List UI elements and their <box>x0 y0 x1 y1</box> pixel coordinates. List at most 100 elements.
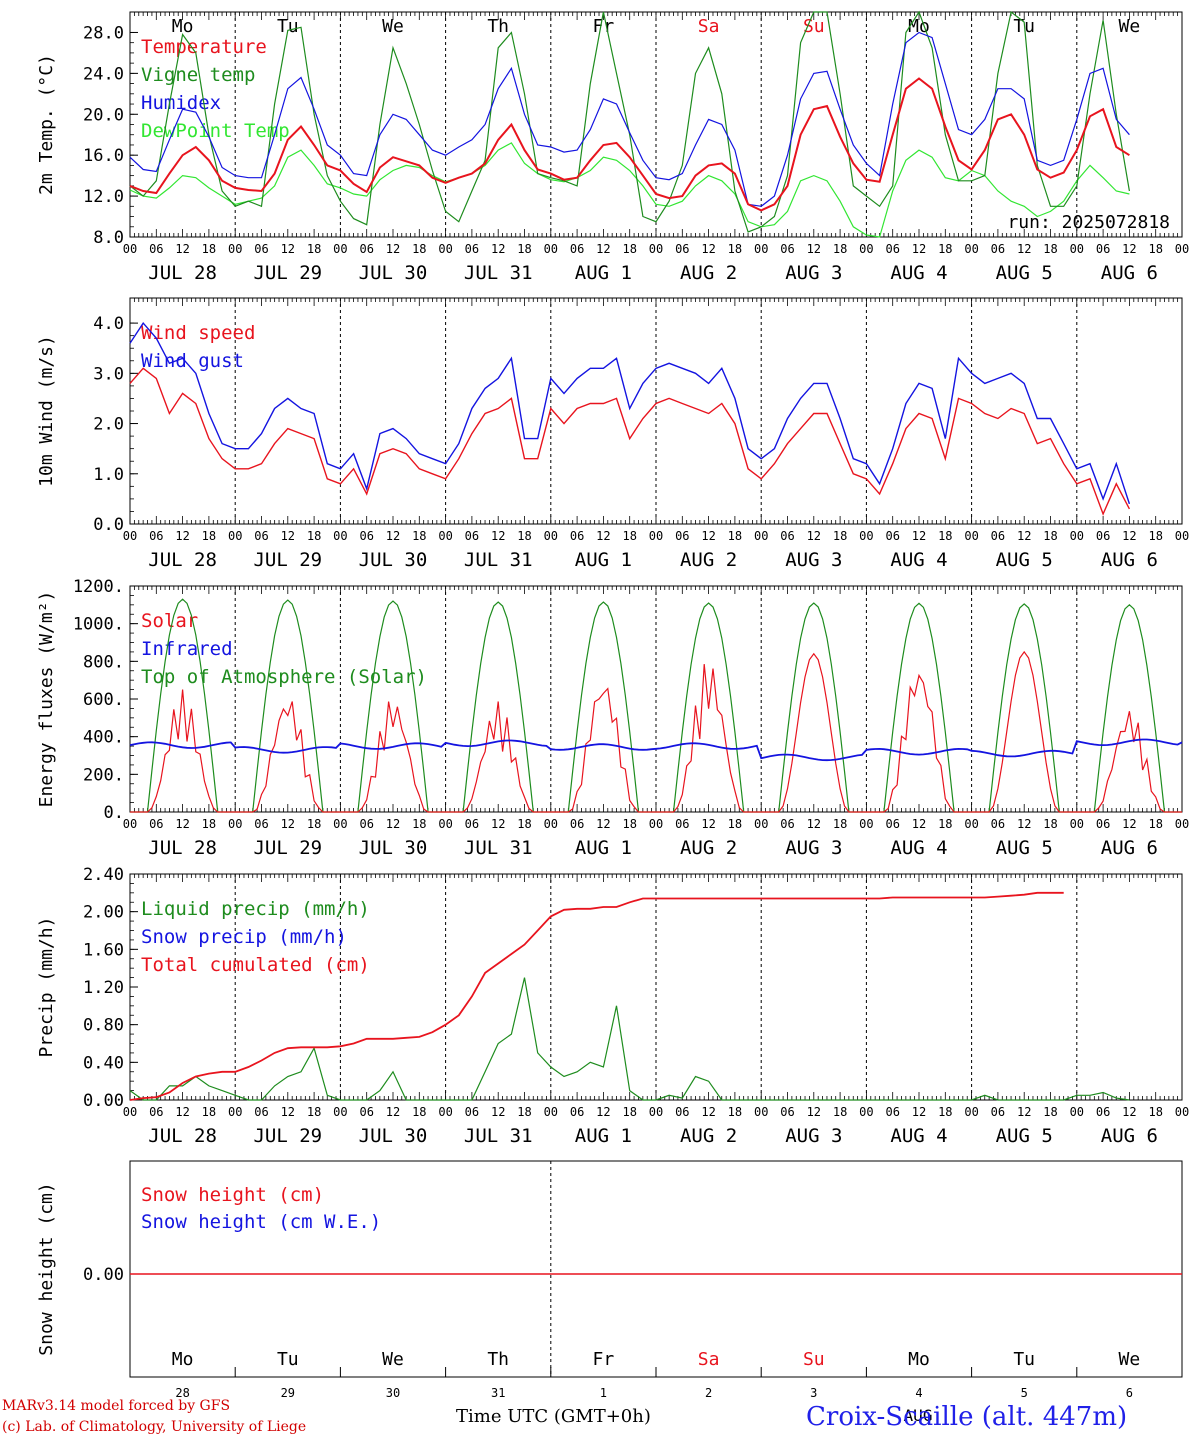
hour-tick-label: 00 <box>438 817 452 831</box>
day-number-label: 2 <box>705 1386 712 1400</box>
date-label: AUG 2 <box>680 262 737 284</box>
station-name: Croix-Scaille (alt. 447m) <box>806 1402 1128 1432</box>
hour-tick-label: 00 <box>754 529 768 543</box>
hour-tick-label: 18 <box>833 1105 847 1119</box>
hour-tick-label: 12 <box>912 1105 926 1119</box>
hour-tick-label: 06 <box>359 817 373 831</box>
hour-tick-label: 18 <box>1148 242 1162 256</box>
hour-tick-label: 06 <box>254 817 268 831</box>
hour-tick-label: 18 <box>412 817 426 831</box>
hour-tick-label: 00 <box>1070 1105 1084 1119</box>
y-axis-title: Energy fluxes (W/m²) <box>36 591 57 808</box>
legend-label: Humidex <box>141 92 221 114</box>
date-label: JUL 31 <box>464 262 533 284</box>
y-tick-label: 1.0 <box>93 465 124 485</box>
y-axis-title: 2m Temp. (°C) <box>36 54 57 195</box>
hour-tick-label: 00 <box>1175 529 1189 543</box>
day-number-label: 6 <box>1126 1386 1133 1400</box>
hour-tick-label: 12 <box>701 817 715 831</box>
hour-tick-label: 12 <box>491 817 505 831</box>
hour-tick-label: 00 <box>754 817 768 831</box>
hour-tick-label: 00 <box>649 817 663 831</box>
day-name-label: We <box>382 16 404 37</box>
day-number-label: 29 <box>281 1386 295 1400</box>
hour-tick-label: 06 <box>780 529 794 543</box>
day-name-label: Sa <box>698 1349 720 1370</box>
hour-tick-label: 12 <box>596 529 610 543</box>
model-credit: MARv3.14 model forced by GFS <box>2 1398 231 1414</box>
date-label: AUG 3 <box>785 262 842 284</box>
date-label: AUG 5 <box>996 837 1053 859</box>
day-name-label: Mo <box>172 16 194 37</box>
hour-tick-label: 06 <box>675 529 689 543</box>
hour-tick-label: 18 <box>1148 817 1162 831</box>
legend-label: Total cumulated (cm) <box>141 954 370 976</box>
y-tick-label: 2.00 <box>83 903 124 923</box>
hour-tick-label: 12 <box>912 529 926 543</box>
y-tick-label: 0.80 <box>83 1016 124 1036</box>
date-label: JUL 28 <box>148 549 217 571</box>
day-name-label: Sa <box>698 16 720 37</box>
hour-tick-label: 18 <box>202 242 216 256</box>
hour-tick-label: 12 <box>807 817 821 831</box>
date-label: AUG 4 <box>890 262 947 284</box>
hour-tick-label: 00 <box>1070 529 1084 543</box>
legend-label: Infrared <box>141 638 233 660</box>
date-label: AUG 1 <box>575 837 632 859</box>
hour-tick-label: 00 <box>438 242 452 256</box>
hour-tick-label: 18 <box>728 817 742 831</box>
y-tick-label: 3.0 <box>93 364 124 384</box>
hour-tick-label: 12 <box>386 1105 400 1119</box>
hour-tick-label: 12 <box>1017 817 1031 831</box>
hour-tick-label: 06 <box>465 817 479 831</box>
hour-tick-label: 18 <box>1148 1105 1162 1119</box>
hour-tick-label: 06 <box>359 1105 373 1119</box>
y-tick-label: 1200. <box>73 577 124 597</box>
hour-tick-label: 12 <box>596 242 610 256</box>
hour-tick-label: 18 <box>833 529 847 543</box>
series-line-infrared <box>129 738 1183 762</box>
hour-tick-label: 12 <box>1122 529 1136 543</box>
hour-tick-label: 12 <box>596 817 610 831</box>
hour-tick-label: 00 <box>123 242 137 256</box>
hour-tick-label: 12 <box>1017 1105 1031 1119</box>
date-label: AUG 4 <box>890 549 947 571</box>
legend-label: Snow height (cm) <box>141 1184 324 1206</box>
date-label: JUL 30 <box>359 1125 428 1147</box>
hour-tick-label: 18 <box>1043 242 1057 256</box>
day-name-label: Tu <box>1013 1349 1035 1370</box>
y-tick-label: 0.00 <box>83 1091 124 1111</box>
hour-tick-label: 06 <box>1096 817 1110 831</box>
hour-tick-label: 12 <box>1017 529 1031 543</box>
hour-tick-label: 00 <box>123 817 137 831</box>
hour-tick-label: 06 <box>149 1105 163 1119</box>
hour-tick-label: 12 <box>912 817 926 831</box>
hour-tick-label: 12 <box>281 529 295 543</box>
hour-tick-label: 12 <box>175 817 189 831</box>
date-label: AUG 5 <box>996 1125 1053 1147</box>
hour-tick-label: 06 <box>675 242 689 256</box>
hour-tick-label: 06 <box>570 242 584 256</box>
y-tick-label: 12.0 <box>83 187 124 207</box>
series-line-wind-speed <box>129 367 1131 516</box>
hour-tick-label: 18 <box>833 242 847 256</box>
hour-tick-label: 00 <box>859 242 873 256</box>
hour-tick-label: 12 <box>807 1105 821 1119</box>
hour-tick-label: 18 <box>307 242 321 256</box>
date-label: AUG 2 <box>680 549 737 571</box>
hour-tick-label: 18 <box>1043 1105 1057 1119</box>
legend-label: Solar <box>141 610 198 632</box>
hour-tick-label: 18 <box>622 1105 636 1119</box>
hour-tick-label: 06 <box>149 242 163 256</box>
hour-tick-label: 12 <box>1122 242 1136 256</box>
hour-tick-label: 00 <box>333 242 347 256</box>
hour-tick-label: 18 <box>412 242 426 256</box>
series-line-temperature <box>129 77 1130 212</box>
series-line-vigne-temp <box>129 10 1130 233</box>
hour-tick-label: 06 <box>465 1105 479 1119</box>
hour-tick-label: 18 <box>202 817 216 831</box>
hour-tick-label: 06 <box>991 529 1005 543</box>
hour-tick-label: 00 <box>649 242 663 256</box>
y-tick-label: 400. <box>83 728 124 748</box>
date-label: JUL 31 <box>464 837 533 859</box>
